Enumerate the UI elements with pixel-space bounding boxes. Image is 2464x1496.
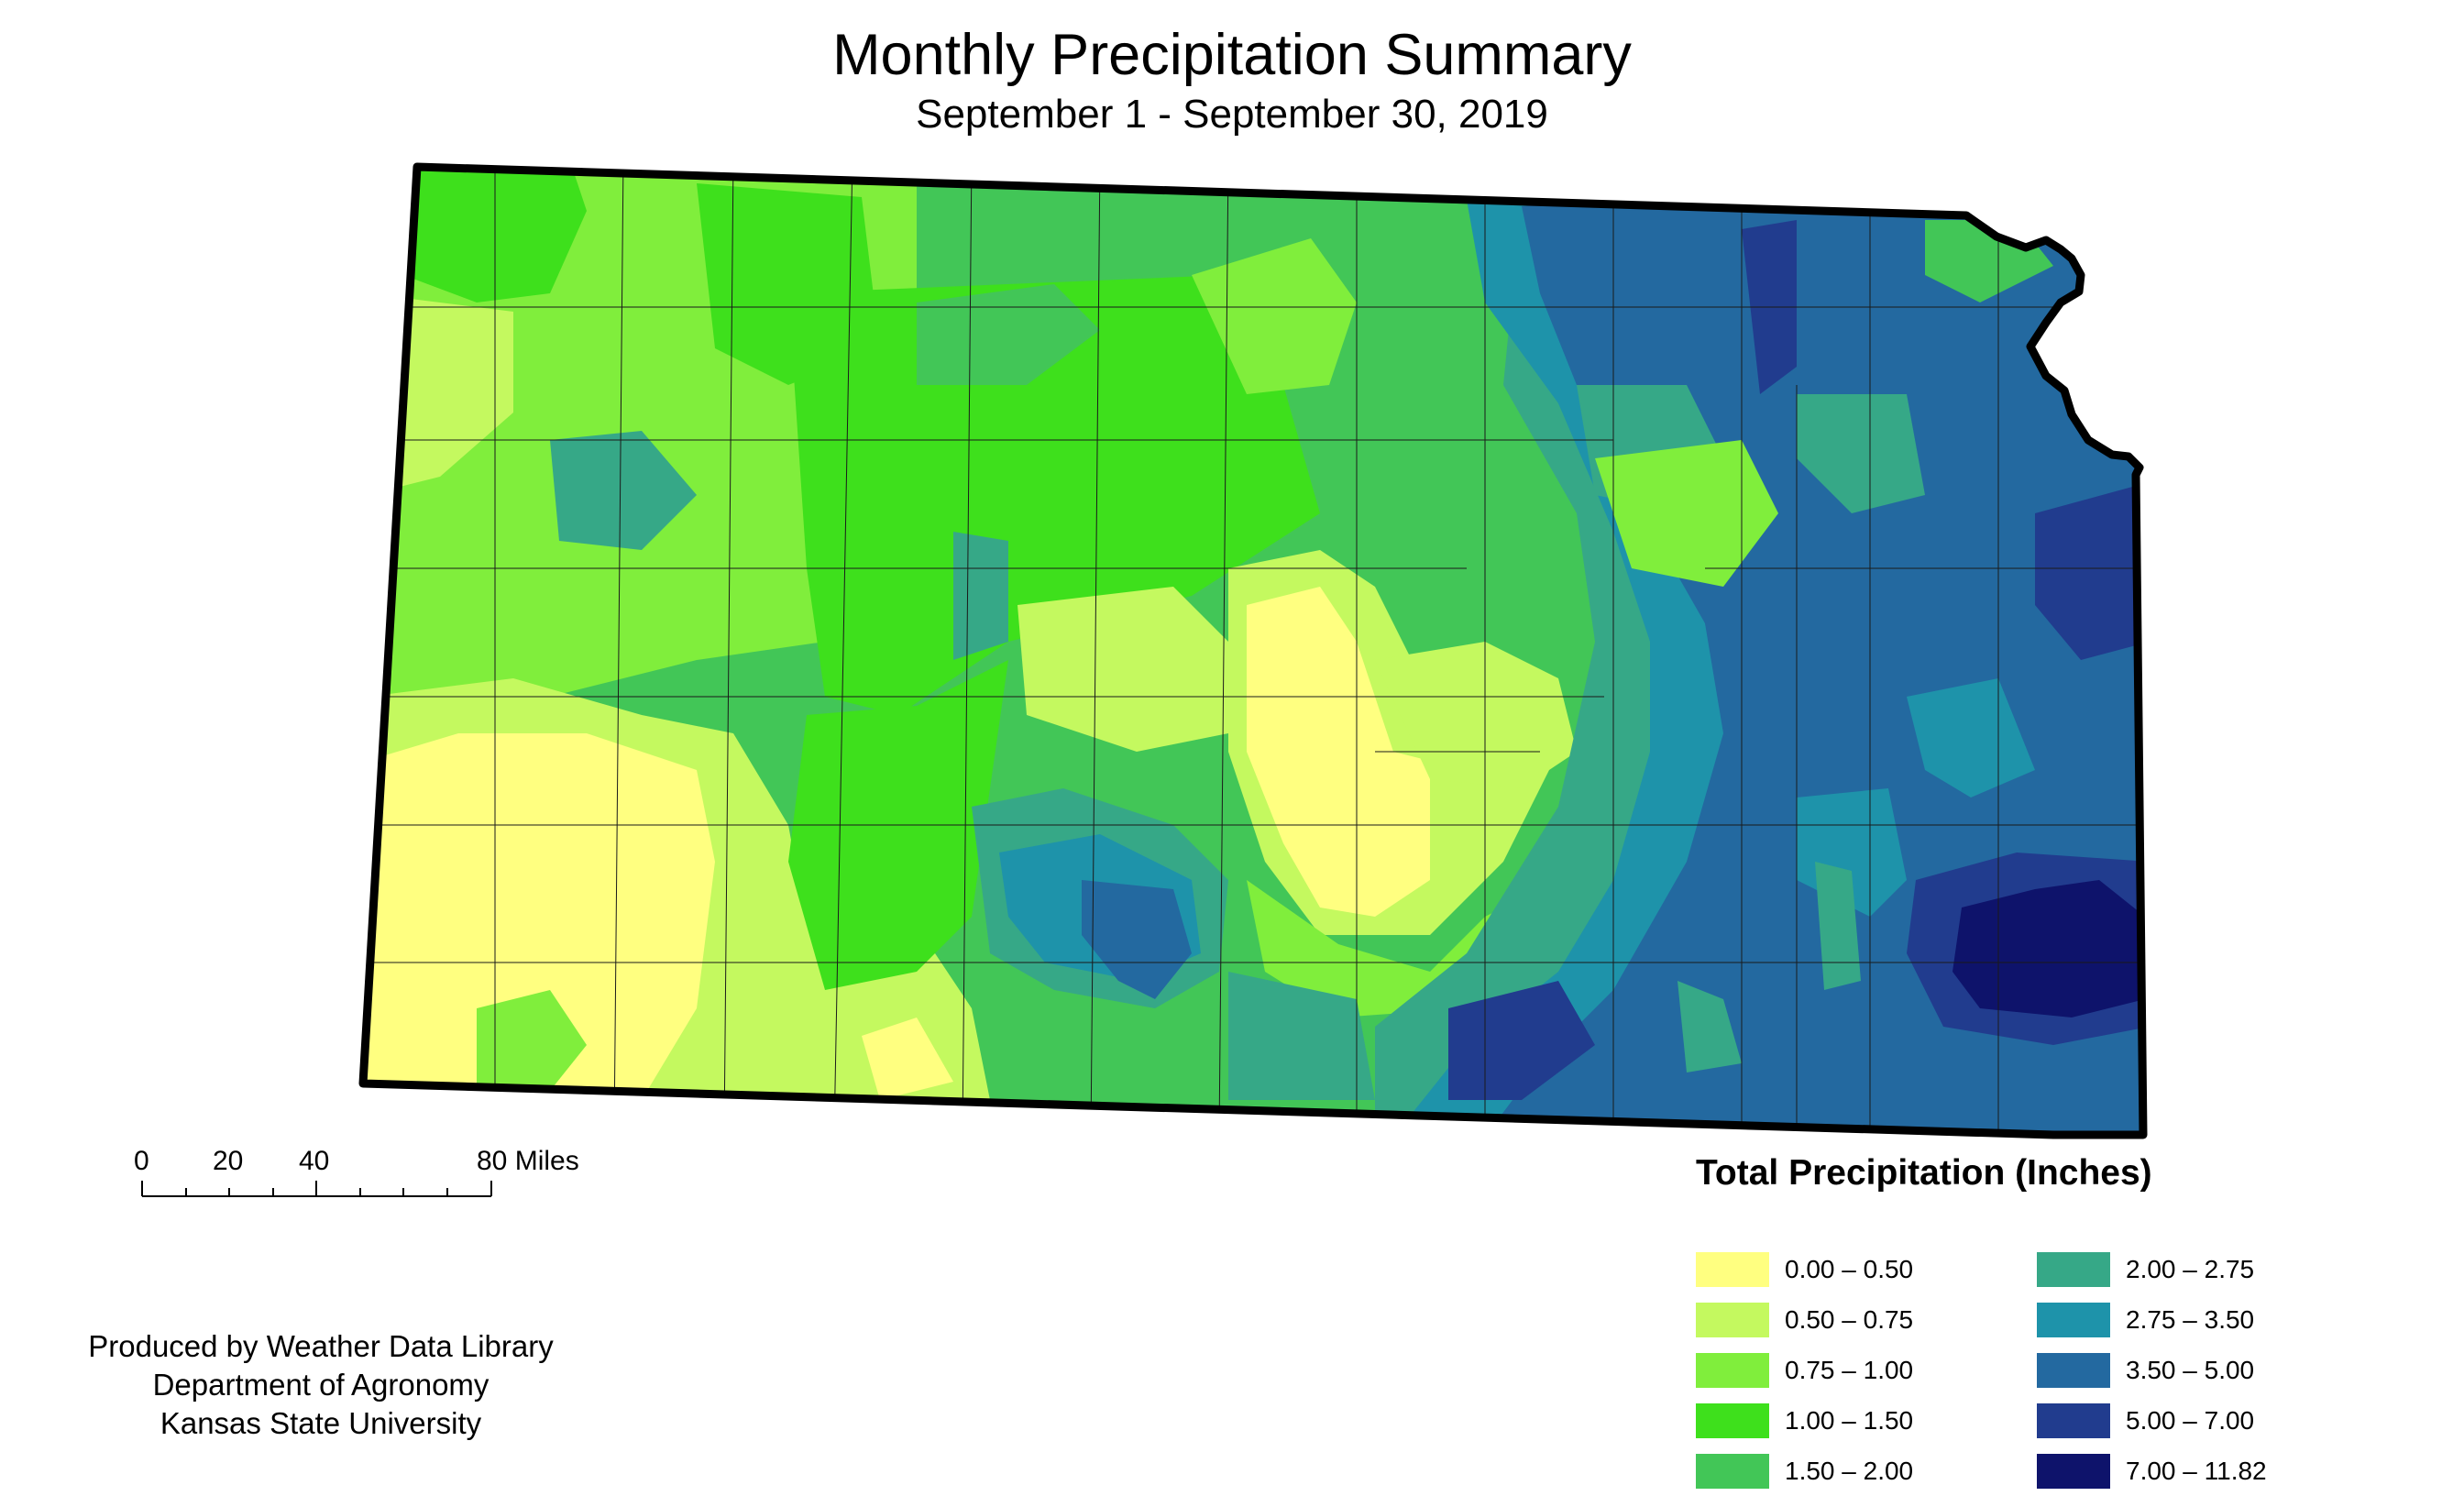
zone-0.75-1.0-ne — [1595, 440, 1778, 587]
legend-swatch — [2037, 1252, 2110, 1287]
legend-label: 5.00 – 7.00 — [2126, 1406, 2255, 1435]
legend-label: 1.50 – 2.00 — [1785, 1457, 1914, 1485]
legend-swatch — [1696, 1353, 1769, 1388]
county-boundaries — [363, 167, 2143, 1135]
map-title: Monthly Precipitation Summary — [832, 23, 1632, 87]
legend-swatch — [2037, 1454, 2110, 1489]
legend-item: 7.00 – 11.82 — [2037, 1454, 2385, 1489]
legend-item: 1.50 – 2.00 — [1696, 1454, 2044, 1489]
scale-label-0: 0 — [134, 1146, 149, 1176]
zone-0.0-0.5-core — [1247, 587, 1430, 917]
credits: Produced by Weather Data Library Departm… — [37, 1327, 605, 1443]
precipitation-fill — [363, 167, 2143, 1135]
credits-line-3: Kansas State University — [160, 1406, 482, 1440]
legend-swatch — [2037, 1303, 2110, 1337]
zone-2.0-2.75-se2 — [1815, 862, 1861, 990]
zone-2.0-2.75-ss — [1228, 972, 1375, 1100]
legend-label: 1.00 – 1.50 — [1785, 1406, 1914, 1435]
zone-2.0-2.75-w — [550, 431, 697, 550]
legend-label: 7.00 – 11.82 — [2126, 1457, 2267, 1485]
zone-0.5-0.75-c — [1018, 587, 1247, 752]
legend-swatch — [1696, 1252, 1769, 1287]
legend-swatch — [1696, 1403, 1769, 1438]
zone-3.5-5.0-s — [1082, 880, 1192, 999]
legend-label: 3.50 – 5.00 — [2126, 1356, 2255, 1384]
zone-5.0-7.0-e — [2035, 486, 2143, 660]
legend-swatch — [2037, 1353, 2110, 1388]
zone-7.0-11.82-se — [1952, 880, 2143, 1018]
legend-label: 0.75 – 1.00 — [1785, 1356, 1914, 1384]
zone-0.75-1.0-nc — [1192, 238, 1357, 394]
legend-swatch — [1696, 1303, 1769, 1337]
zone-1.5-2.0-nc — [917, 284, 1100, 385]
legend-item: 2.00 – 2.75 — [2037, 1252, 2385, 1287]
legend-label: 2.75 – 3.50 — [2126, 1305, 2255, 1334]
zone-2.0-2.75-c — [953, 532, 1008, 660]
zone-2.0-2.75-ne2 — [1797, 394, 1925, 513]
legend-item: 0.50 – 0.75 — [1696, 1303, 2044, 1337]
legend-item: 0.75 – 1.00 — [1696, 1353, 2044, 1388]
zone-2.0-2.75-se — [1678, 981, 1742, 1072]
legend-item: 5.00 – 7.00 — [2037, 1403, 2385, 1438]
zone-0.75-1.0-swpocket — [477, 990, 587, 1091]
legend-label: 0.00 – 0.50 — [1785, 1255, 1914, 1283]
scale-label-20: 20 — [213, 1146, 244, 1176]
scale-label-80: 80 Miles — [477, 1146, 579, 1176]
zone-2.75-3.5-e — [1907, 678, 2035, 798]
legend-swatch — [2037, 1403, 2110, 1438]
legend-label: 0.50 – 0.75 — [1785, 1305, 1914, 1334]
map-subtitle: September 1 - September 30, 2019 — [916, 92, 1548, 137]
credits-line-2: Department of Agronomy — [152, 1368, 490, 1402]
scale-bar — [141, 1181, 492, 1197]
scale-label-40: 40 — [299, 1146, 330, 1176]
legend-item: 2.75 – 3.50 — [2037, 1303, 2385, 1337]
legend-item: 0.00 – 0.50 — [1696, 1252, 2044, 1287]
state-outline — [358, 162, 2148, 1139]
legend-label: 2.00 – 2.75 — [2126, 1255, 2255, 1283]
zone-0.0-0.5-spocket — [862, 1018, 953, 1100]
legend-item: 3.50 – 5.00 — [2037, 1353, 2385, 1388]
credits-line-1: Produced by Weather Data Library — [88, 1329, 554, 1363]
legend-swatch — [1696, 1454, 1769, 1489]
legend-title: Total Precipitation (Inches) — [1696, 1153, 2152, 1193]
legend-item: 1.00 – 1.50 — [1696, 1403, 2044, 1438]
